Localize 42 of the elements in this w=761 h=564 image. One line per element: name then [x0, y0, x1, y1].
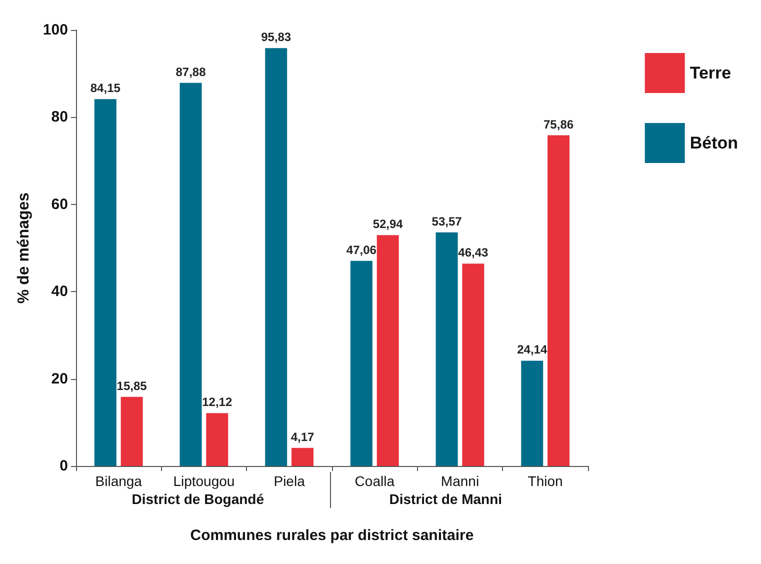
data-label: 4,17 [290, 430, 314, 444]
bar [548, 135, 570, 466]
bar [206, 413, 228, 466]
text: District de Bogandé [132, 491, 264, 507]
x-tick-label: Coalla [354, 473, 395, 489]
data-label: 24,14 [517, 342, 548, 357]
bar [462, 264, 484, 466]
bar [94, 99, 116, 466]
bar [376, 235, 399, 466]
data-label: 53,57 [432, 214, 462, 228]
y-tick-label: 80 [51, 108, 68, 126]
bar [120, 396, 143, 466]
bar [436, 232, 458, 466]
y-tick-label: 40 [51, 283, 68, 300]
y-axis-title: % de ménages [16, 192, 32, 304]
data-label: 75,86 [544, 117, 574, 132]
data-label: 95,83 [261, 30, 292, 44]
x-tick-label: Bilanga [95, 473, 142, 489]
bar [350, 260, 372, 466]
y-tick-label: 100 [42, 22, 68, 38]
bar [521, 360, 544, 466]
y-tick-label: 20 [51, 370, 68, 388]
bar [265, 48, 288, 466]
bar [180, 82, 202, 466]
x-tick-label: Liptougou [173, 473, 235, 489]
data-label: 12,12 [202, 395, 232, 410]
data-label: 15,85 [116, 378, 148, 393]
x-tick-label: Piela [274, 473, 306, 489]
data-label: 46,43 [458, 246, 489, 260]
legend-label: Terre [690, 64, 732, 82]
data-label: 84,15 [90, 81, 121, 96]
x-tick-label: Manni [440, 473, 480, 489]
y-tick-label: 60 [51, 196, 68, 213]
bar [291, 448, 314, 466]
y-tick-label: 0 [60, 458, 68, 474]
x-tick-label: Thion [528, 473, 563, 489]
data-label: 87,88 [176, 64, 206, 79]
data-label: 52,94 [372, 217, 404, 232]
x-axis-title: Communes rurales par district sanitaire [190, 527, 474, 544]
text: District de Manni [389, 491, 502, 507]
data-label: 47,06 [346, 242, 377, 257]
legend-label: Béton [690, 134, 738, 152]
